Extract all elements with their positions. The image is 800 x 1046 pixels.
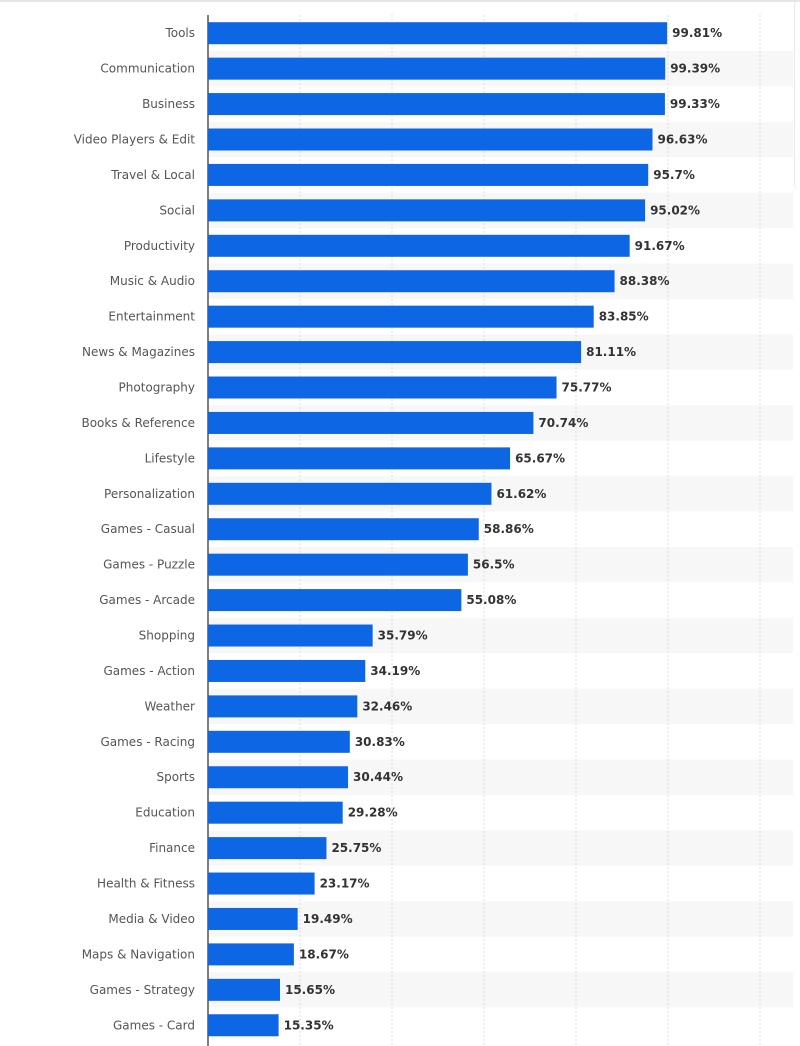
bar: [208, 341, 582, 364]
bar: [208, 943, 294, 966]
data-label: 65.67%: [515, 451, 565, 465]
data-label: 95.02%: [650, 203, 700, 217]
side-panel-edge: [794, 0, 800, 190]
category-label: Tools: [164, 26, 195, 40]
category-label: Photography: [119, 381, 195, 395]
data-label: 32.46%: [362, 699, 412, 713]
data-label: 34.19%: [370, 664, 420, 678]
row-band: [208, 972, 793, 1008]
category-label: Business: [142, 97, 195, 111]
category-label: Shopping: [139, 629, 195, 643]
bar: [208, 199, 646, 222]
category-label: Personalization: [104, 487, 195, 501]
data-label: 96.63%: [657, 133, 707, 147]
category-label: Media & Video: [108, 912, 195, 926]
bar: [208, 837, 327, 860]
data-label: 29.28%: [348, 806, 398, 820]
data-label: 61.62%: [496, 487, 546, 501]
top-border: [0, 0, 800, 2]
category-label: Games - Racing: [100, 735, 195, 749]
category-label: Finance: [149, 841, 195, 855]
bar: [208, 270, 615, 293]
category-label: Books & Reference: [81, 416, 195, 430]
category-label: Communication: [100, 62, 195, 76]
data-label: 25.75%: [331, 841, 381, 855]
category-label: Lifestyle: [145, 451, 195, 465]
category-label: Video Players & Edit: [74, 133, 196, 147]
category-label: Games - Card: [113, 1018, 195, 1032]
data-label: 58.86%: [484, 522, 534, 536]
data-label: 75.77%: [562, 381, 612, 395]
row-band: [208, 901, 793, 937]
bar: [208, 163, 649, 186]
bar: [208, 518, 479, 541]
data-label: 23.17%: [320, 877, 370, 891]
data-label: 99.33%: [670, 97, 720, 111]
data-label: 56.5%: [473, 558, 515, 572]
bar: [208, 57, 666, 80]
category-label: News & Magazines: [82, 345, 195, 359]
category-label: Entertainment: [108, 310, 195, 324]
bar: [208, 128, 653, 151]
category-label: Maps & Navigation: [82, 947, 195, 961]
data-label: 15.35%: [284, 1018, 334, 1032]
bar: [208, 872, 315, 895]
data-label: 83.85%: [599, 310, 649, 324]
data-label: 99.81%: [672, 26, 722, 40]
bar: [208, 589, 462, 612]
category-label: Games - Action: [103, 664, 195, 678]
bar: [208, 482, 492, 505]
bar: [208, 801, 343, 824]
bar: [208, 234, 630, 257]
bar: [208, 376, 557, 399]
data-label: 19.49%: [303, 912, 353, 926]
bar: [208, 22, 668, 45]
data-label: 95.7%: [653, 168, 695, 182]
bar: [208, 659, 366, 682]
category-label: Games - Arcade: [99, 593, 195, 607]
data-label: 81.11%: [586, 345, 636, 359]
data-label: 70.74%: [538, 416, 588, 430]
category-label: Music & Audio: [110, 274, 195, 288]
category-label: Social: [159, 203, 195, 217]
data-label: 99.39%: [670, 62, 720, 76]
category-label: Productivity: [124, 239, 195, 253]
category-label: Weather: [144, 699, 195, 713]
bar: [208, 907, 298, 930]
bar: [208, 695, 358, 718]
category-label: Education: [135, 806, 195, 820]
category-label: Health & Fitness: [97, 877, 195, 891]
data-label: 15.65%: [285, 983, 335, 997]
bar: [208, 1014, 279, 1037]
bar: [208, 305, 594, 328]
bar: [208, 766, 349, 789]
data-label: 30.44%: [353, 770, 403, 784]
bar: [208, 624, 373, 647]
data-label: 55.08%: [466, 593, 516, 607]
bar: [208, 447, 511, 470]
bar: [208, 93, 665, 116]
data-label: 88.38%: [620, 274, 670, 288]
category-label: Travel & Local: [110, 168, 195, 182]
bar: [208, 553, 468, 576]
category-label: Sports: [157, 770, 195, 784]
data-label: 35.79%: [378, 629, 428, 643]
bar: [208, 730, 350, 753]
bar: [208, 978, 280, 1001]
bar: [208, 411, 534, 434]
category-label: Games - Strategy: [90, 983, 195, 997]
data-label: 18.67%: [299, 947, 349, 961]
category-label: Games - Casual: [101, 522, 195, 536]
data-label: 91.67%: [635, 239, 685, 253]
data-label: 30.83%: [355, 735, 405, 749]
category-label: Games - Puzzle: [103, 558, 195, 572]
